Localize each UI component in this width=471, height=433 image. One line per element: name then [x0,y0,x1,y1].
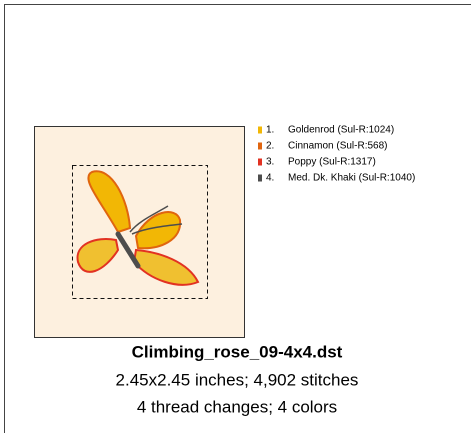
thread-legend: 1. Goldenrod (Sul-R:1024) 2. Cinnamon (Sul-… [258,125,415,184]
thread-name: Goldenrod (Sul-R:1024) [288,125,394,136]
thread-name: Med. Dk. Khaki (Sul-R:1040) [288,173,415,184]
thread-number: 4. [266,173,274,184]
thread-number: 1. [266,125,274,136]
thread-number: 2. [266,141,274,152]
thread-swatch [258,159,262,166]
thread-swatch [258,175,262,182]
thread-number: 3. [266,157,274,168]
thread-name: Poppy (Sul-R:1317) [288,157,376,168]
file-name: Climbing_rose_09-4x4.dst [132,342,343,361]
design-card: 1. Goldenrod (Sul-R:1024) 2. Cinnamon (Sul-… [0,0,471,433]
thread-name: Cinnamon (Sul-R:568) [288,141,388,152]
thread-swatch [258,127,262,134]
design-dimensions: 2.45x2.45 inches; 4,902 stitches [116,370,359,389]
thread-swatch [258,143,262,150]
design-summary: 4 thread changes; 4 colors [137,397,337,416]
